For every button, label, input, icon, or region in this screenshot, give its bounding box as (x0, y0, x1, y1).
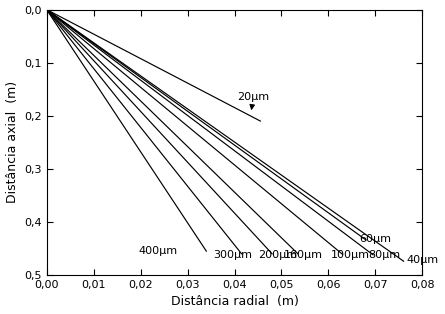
Text: 60μm: 60μm (359, 234, 391, 244)
Y-axis label: Distância axial  (m): Distância axial (m) (5, 81, 19, 203)
Text: 160μm: 160μm (284, 250, 323, 260)
Text: 20μm: 20μm (237, 92, 269, 109)
Text: 300μm: 300μm (213, 250, 252, 260)
Text: 200μm: 200μm (258, 250, 297, 260)
Text: 40μm: 40μm (406, 255, 438, 265)
Text: 400μm: 400μm (138, 246, 177, 256)
Text: 100μm: 100μm (331, 250, 370, 260)
Text: 80μm: 80μm (368, 250, 400, 260)
X-axis label: Distância radial  (m): Distância radial (m) (170, 295, 299, 308)
